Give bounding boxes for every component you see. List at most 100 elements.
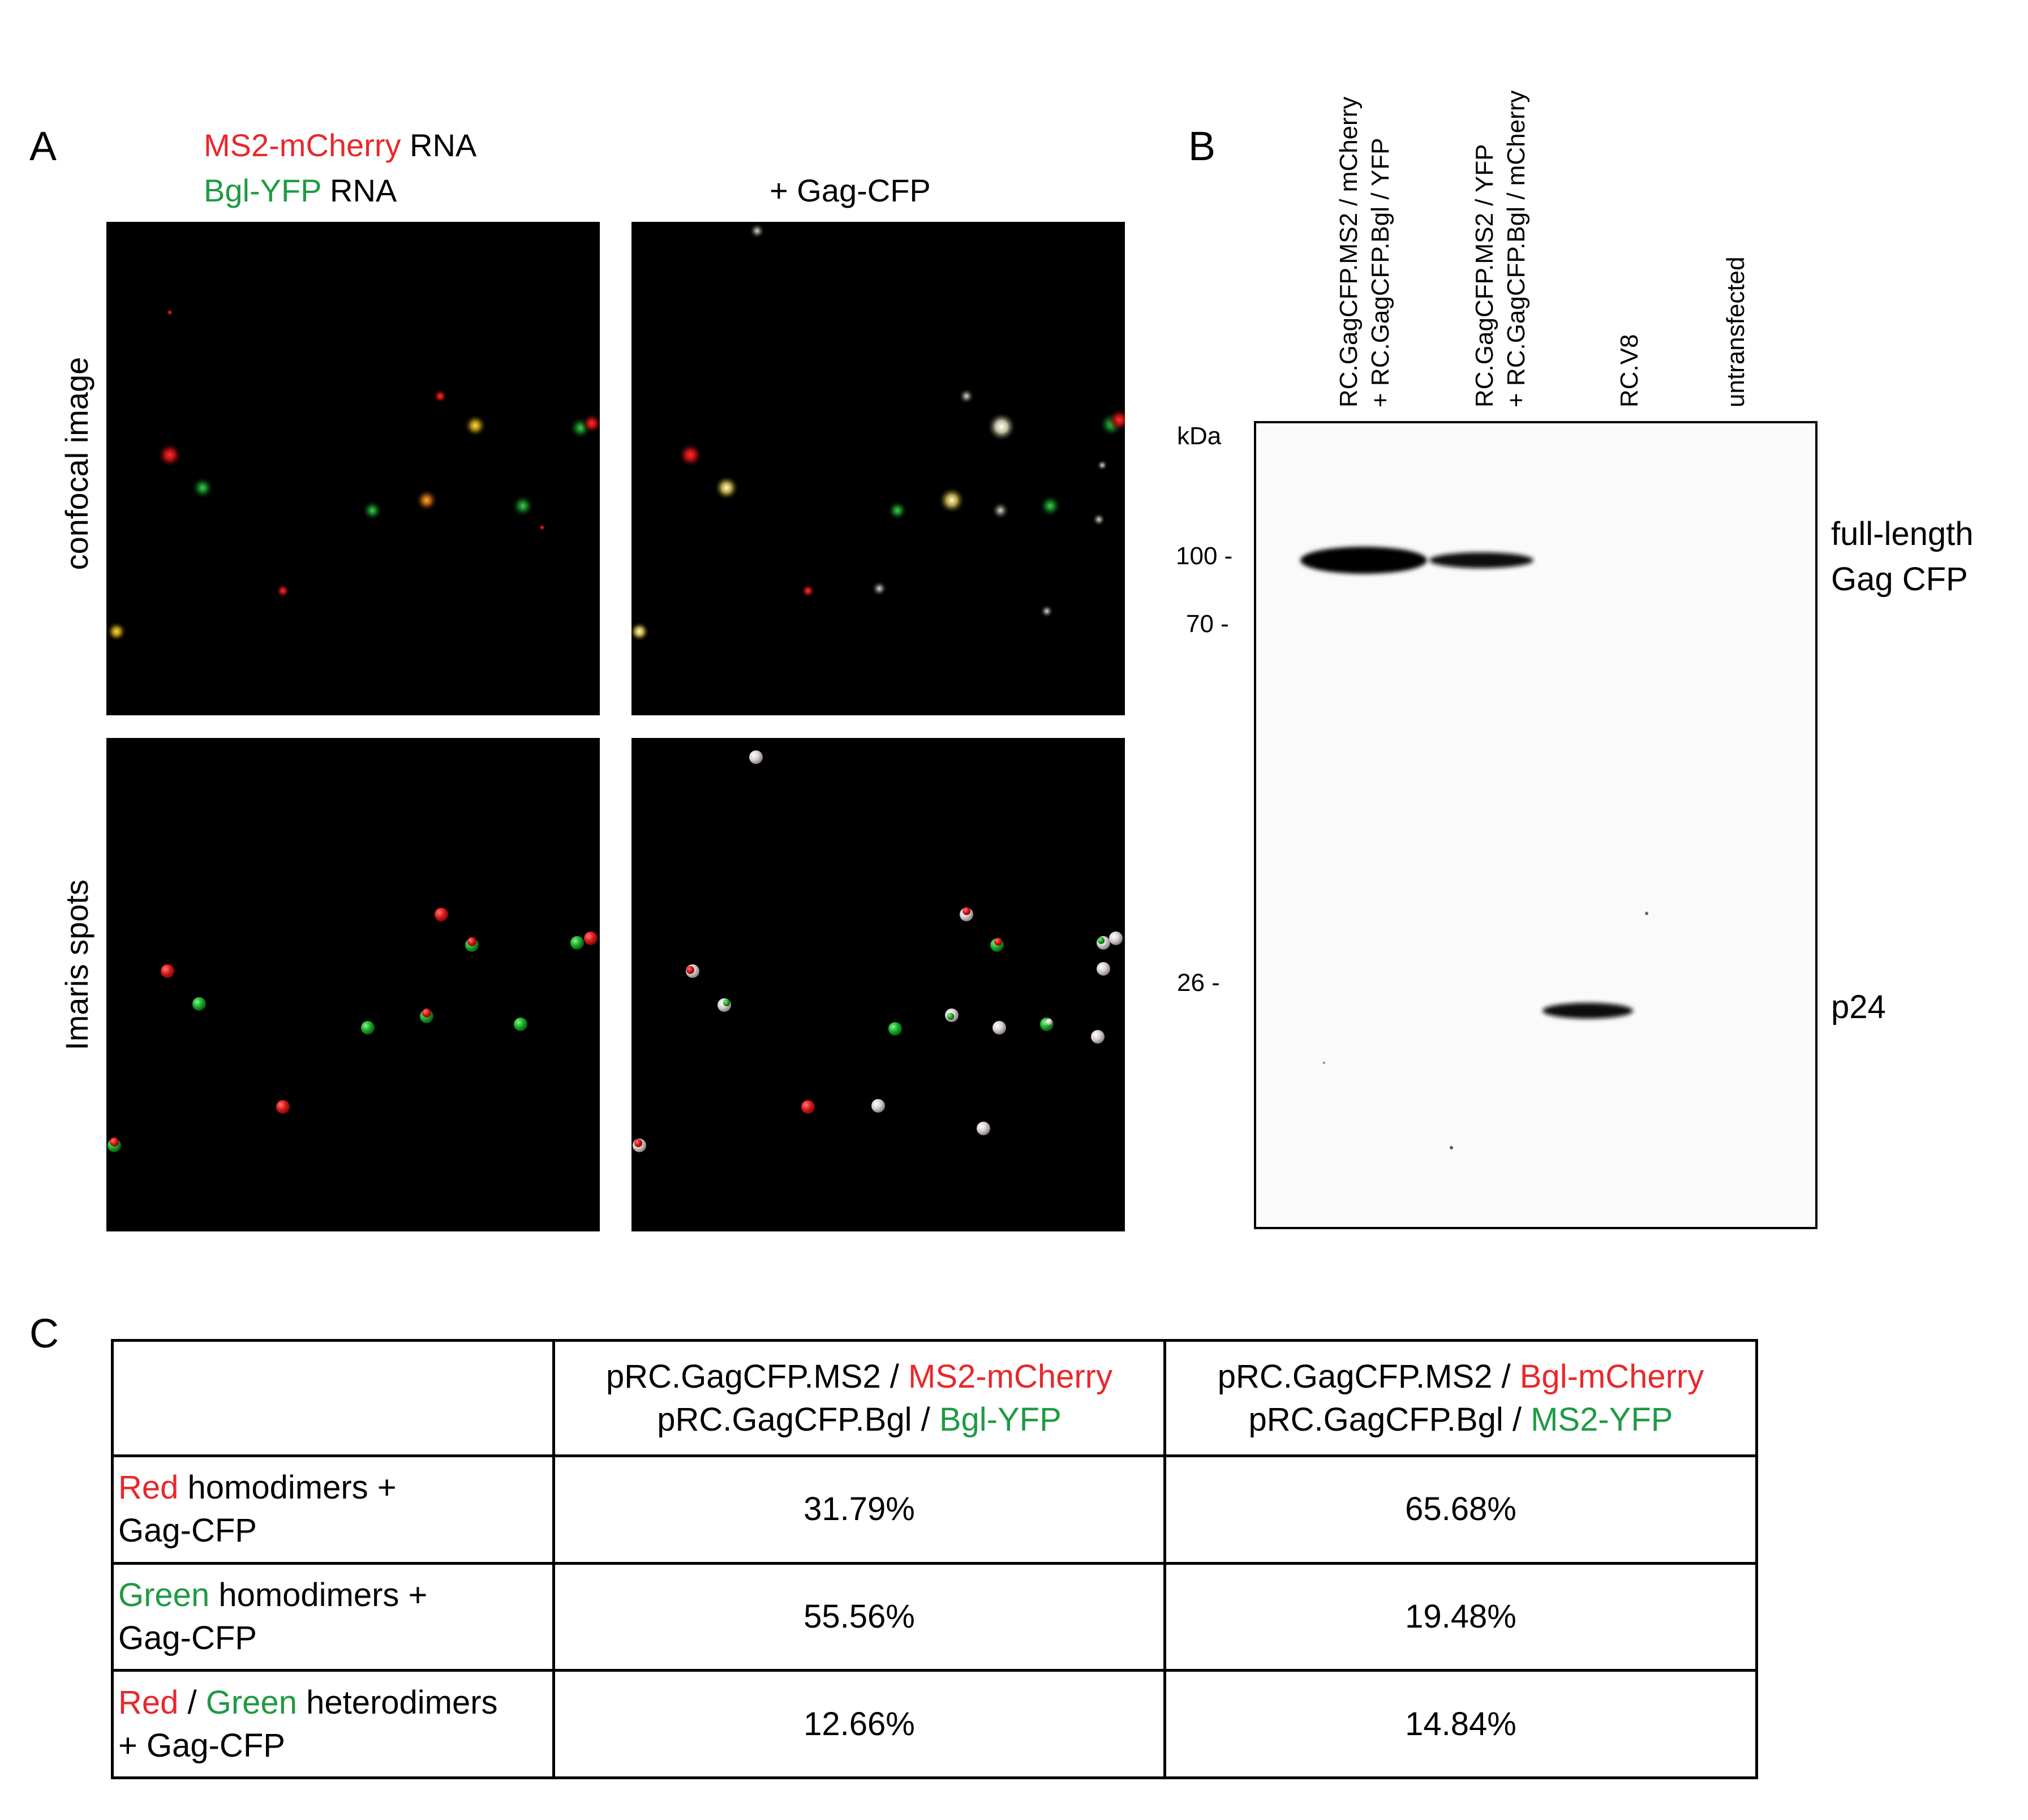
header-col-2: pRC.GagCFP.MS2 / Bgl-mCherry pRC.GagCFP.… <box>1163 1339 1758 1457</box>
sphere <box>514 1018 527 1031</box>
table-cell: 12.66% <box>552 1669 1166 1779</box>
row2-rest: homodimers + <box>209 1576 428 1613</box>
blot-speck <box>1645 912 1648 915</box>
table-cell: 65.68% <box>1163 1454 1758 1565</box>
spot <box>678 443 703 467</box>
row-label: Red homodimers + Gag-CFP <box>111 1454 555 1565</box>
hdr1-plain-1: pRC.GagCFP.MS2 / <box>606 1358 909 1395</box>
hdr2-colored-1: Bgl-mCherry <box>1519 1358 1704 1395</box>
lane-label-2: RC.GagCFP.MS2 / YFP + RC.GagCFP.Bgl / mC… <box>1469 91 1532 407</box>
spot <box>871 581 887 596</box>
sphere <box>584 932 598 945</box>
table-row: Red homodimers + Gag-CFP 31.79% 65.68% <box>111 1454 1758 1565</box>
confocal-image-rna <box>106 222 600 715</box>
sphere <box>994 938 1002 946</box>
table-cell: 55.56% <box>552 1561 1166 1672</box>
lane-1-line1: RC.GagCFP.MS2 / mCherry <box>1335 96 1363 407</box>
lane-label-1: RC.GagCFP.MS2 / mCherry + RC.GagCFP.Bgl … <box>1333 97 1397 407</box>
spot <box>1108 409 1125 431</box>
sphere <box>963 907 970 915</box>
sphere <box>977 1122 990 1135</box>
spot <box>987 412 1016 441</box>
legend-line-2: Bgl-YFP RNA <box>204 172 397 209</box>
lane-label-3: RC.V8 <box>1614 334 1645 407</box>
band-gag-lane1 <box>1300 547 1427 574</box>
hdr1-colored-1: MS2-mCherry <box>908 1358 1112 1395</box>
hdr2-plain-2: pRC.GagCFP.Bgl / <box>1248 1401 1531 1438</box>
legend-mcherry: MS2-mCherry <box>204 127 401 163</box>
band-label-gag: full-length Gag CFP <box>1831 512 1973 602</box>
row3-red: Red <box>118 1684 179 1721</box>
marker-100: 100 - <box>1176 542 1233 570</box>
spot <box>887 500 908 521</box>
header-col-1: pRC.GagCFP.MS2 / MS2-mCherry pRC.GagCFP.… <box>552 1339 1166 1457</box>
sphere <box>161 964 174 978</box>
table-header-row: pRC.GagCFP.MS2 / MS2-mCherry pRC.GagCFP.… <box>111 1339 1758 1457</box>
spot <box>512 495 534 517</box>
table-cell: 31.79% <box>552 1454 1166 1565</box>
table-row: Green homodimers + Gag-CFP 55.56% 19.48% <box>111 1561 1758 1672</box>
spot <box>801 584 815 598</box>
legend-rna-2: RNA <box>321 173 397 208</box>
lane-1-line2: + RC.GagCFP.Bgl / YFP <box>1367 138 1394 407</box>
sphere <box>1091 1030 1105 1044</box>
sphere <box>723 999 730 1006</box>
spot <box>959 388 974 404</box>
lane-2-line1: RC.GagCFP.MS2 / YFP <box>1471 144 1498 407</box>
sphere <box>947 1013 954 1020</box>
row2-line2: Gag-CFP <box>118 1619 257 1656</box>
hdr2-plain-1: pRC.GagCFP.MS2 / <box>1217 1358 1520 1395</box>
row3-rest: heterodimers <box>297 1684 498 1721</box>
row3-sep: / <box>178 1684 206 1721</box>
sphere <box>1097 962 1110 976</box>
spot <box>631 621 650 642</box>
table-cell: 19.48% <box>1163 1561 1758 1672</box>
marker-26: 26 - <box>1177 969 1220 997</box>
sphere <box>686 966 694 974</box>
hdr2-colored-2: MS2-YFP <box>1531 1401 1673 1438</box>
legend-rna-1: RNA <box>401 127 477 163</box>
spot <box>991 501 1009 520</box>
spot <box>191 477 214 499</box>
spot <box>539 524 545 531</box>
sphere <box>801 1100 815 1114</box>
spot <box>166 309 173 316</box>
sphere <box>467 937 476 946</box>
sphere <box>1046 1019 1052 1025</box>
sphere <box>361 1021 375 1035</box>
lane-2-line2: + RC.GagCFP.Bgl / mCherry <box>1502 90 1530 407</box>
spot <box>714 475 739 500</box>
spot <box>464 414 487 437</box>
sphere <box>570 936 584 950</box>
hdr1-plain-2: pRC.GagCFP.Bgl / <box>657 1401 939 1438</box>
band-label-p24: p24 <box>1831 985 1886 1030</box>
sphere <box>888 1022 902 1036</box>
lane-label-4: untransfected <box>1720 256 1752 407</box>
spot <box>276 584 290 598</box>
marker-70: 70 - <box>1186 610 1229 638</box>
row-label: Red / Green heterodimers + Gag-CFP <box>111 1669 555 1779</box>
sphere <box>192 997 206 1011</box>
confocal-image-gag <box>631 222 1125 715</box>
spot <box>433 389 447 403</box>
spot <box>106 621 127 642</box>
hdr1-colored-2: Bgl-YFP <box>939 1401 1062 1438</box>
sphere <box>1109 932 1123 945</box>
confocal-spots-rna <box>106 309 600 642</box>
blot-speck <box>1450 1146 1453 1149</box>
spot <box>582 413 600 433</box>
spot <box>157 443 182 467</box>
band-gag-line2: Gag CFP <box>1831 561 1968 598</box>
spot <box>1097 460 1108 471</box>
row-label-confocal: confocal image <box>59 357 94 570</box>
band-p24-lane3 <box>1543 1003 1633 1019</box>
blot-speck <box>1323 1062 1325 1064</box>
sphere <box>871 1099 885 1113</box>
imaris-spheres-rna <box>108 908 598 1152</box>
legend-yfp: Bgl-YFP <box>204 173 321 208</box>
sphere <box>992 1021 1006 1035</box>
table-corner-cell <box>111 1339 555 1457</box>
spot <box>938 487 965 514</box>
sphere <box>110 1138 119 1147</box>
band-p24-line1: p24 <box>1831 989 1886 1025</box>
